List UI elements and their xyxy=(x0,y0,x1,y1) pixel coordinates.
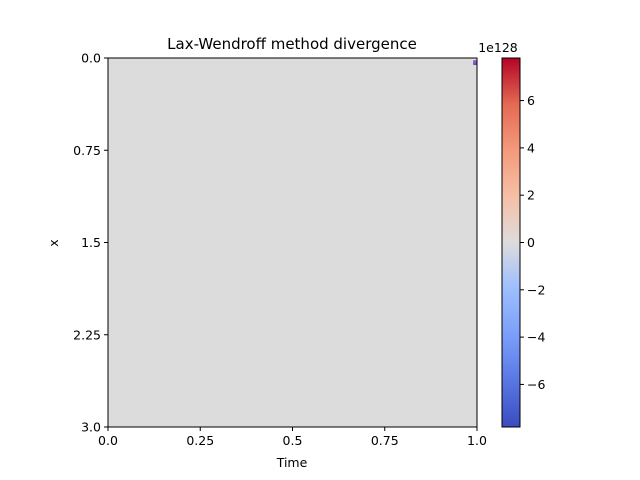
colorbar: 1e128 −6 −4 −2 0 2 4 6 xyxy=(478,40,545,428)
y-tick-label: 0.75 xyxy=(73,143,101,158)
y-tick-label: 0.0 xyxy=(81,51,101,66)
colorbar-tick-label: 4 xyxy=(527,140,535,155)
x-axis: 0.0 0.25 0.5 0.75 1.0 xyxy=(98,427,487,448)
chart-title: Lax-Wendroff method divergence xyxy=(167,35,417,53)
x-tick-label: 0.5 xyxy=(283,433,303,448)
colorbar-offset-label: 1e128 xyxy=(478,40,518,55)
x-tick-label: 1.0 xyxy=(467,433,487,448)
colorbar-tick-label: 0 xyxy=(527,235,535,250)
colorbar-tick-label: −6 xyxy=(527,377,545,392)
colorbar-tick-label: −2 xyxy=(527,282,545,297)
heatmap-background xyxy=(108,58,477,427)
colorbar-tick-label: 2 xyxy=(527,188,535,203)
colorbar-gradient xyxy=(501,57,521,428)
heatmap-cell xyxy=(473,60,478,64)
y-tick-label: 1.5 xyxy=(81,235,101,250)
x-tick-label: 0.0 xyxy=(98,433,118,448)
x-axis-label: Time xyxy=(276,455,308,470)
y-tick-label: 3.0 xyxy=(81,420,101,435)
x-tick-label: 0.25 xyxy=(186,433,214,448)
colorbar-tick-label: −4 xyxy=(527,330,545,345)
plot-area xyxy=(107,57,478,428)
y-axis: 0.0 0.75 1.5 2.25 3.0 xyxy=(73,51,108,435)
colorbar-tick-label: 6 xyxy=(527,93,535,108)
y-axis-label: x xyxy=(46,239,61,246)
x-tick-label: 0.75 xyxy=(371,433,399,448)
y-tick-label: 2.25 xyxy=(73,327,101,342)
heatmap-cell xyxy=(473,62,478,66)
